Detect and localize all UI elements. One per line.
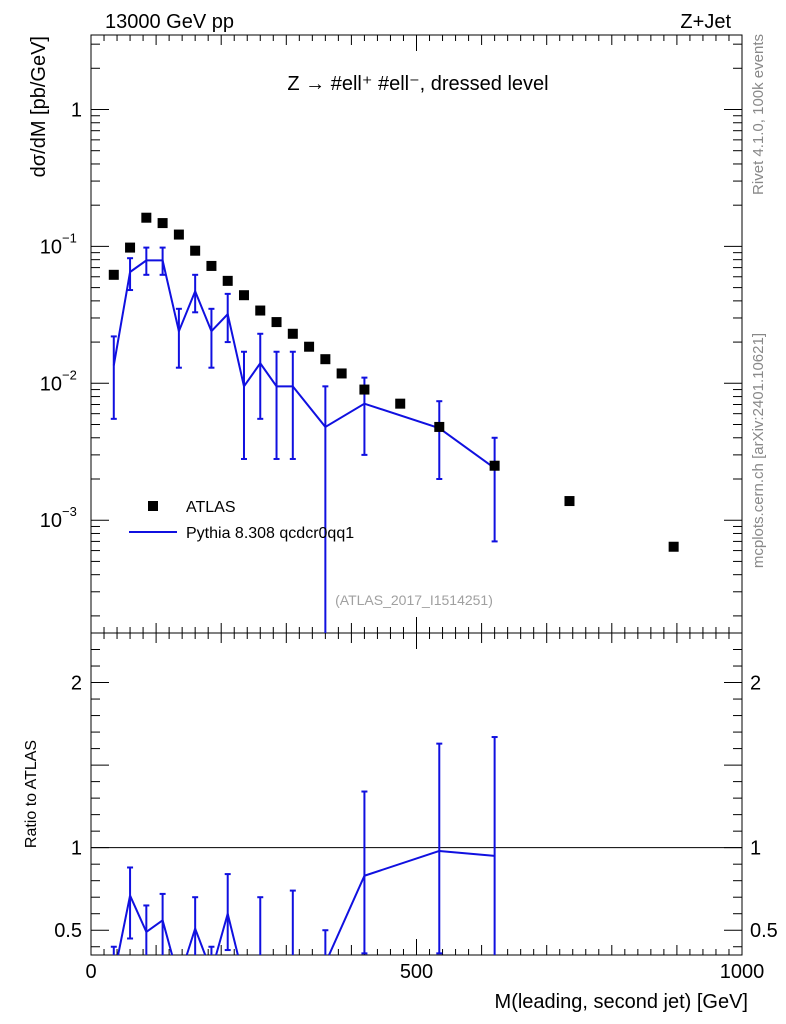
atlas-data-point (271, 317, 282, 328)
legend-label-pythia: Pythia 8.308 qcdcr0qq1 (186, 525, 354, 542)
main-plot-frame (90, 34, 743, 634)
y-axis-label: dσ/dM [pb/GeV] (28, 36, 50, 177)
ratio-series-segment (194, 928, 207, 956)
atlas-data-point (564, 496, 575, 507)
ratio-tick-label-left: 0.5 (54, 920, 82, 942)
y-tick-exponent: −1 (62, 230, 77, 245)
ratio-axis-label: Ratio to ATLAS (23, 740, 40, 848)
atlas-data-point (206, 260, 217, 271)
ratio-series-segment (161, 920, 174, 956)
atlas-data-point (320, 354, 331, 365)
atlas-data-point (287, 328, 298, 339)
atlas-data-point (238, 290, 249, 301)
atlas-data-point (395, 398, 406, 409)
ratio-series-segment (328, 875, 366, 956)
y-tick-exponent: −2 (62, 367, 77, 382)
ratio-series-segment (439, 849, 495, 857)
atlas-data-point (434, 421, 445, 432)
ratio-series-segment (117, 895, 132, 956)
ratio-series-segment (226, 913, 239, 956)
atlas-data-point (489, 460, 500, 471)
y-tick-label: 10 (40, 236, 62, 258)
header-left: 13000 GeV pp (105, 11, 234, 33)
y-tick-exponent: −3 (62, 504, 77, 519)
x-tick-label: 0 (85, 961, 96, 983)
ratio-tick-label-right: 1 (750, 838, 761, 860)
ratio-tick-label-right: 0.5 (750, 920, 778, 942)
atlas-data-point (173, 229, 184, 240)
y-tick-label: 10 (40, 510, 62, 532)
ratio-plot-frame (90, 632, 743, 956)
atlas-data-point (255, 305, 266, 316)
atlas-data-point (668, 541, 679, 552)
atlas-data-point (336, 368, 347, 379)
ratio-series-segment (145, 919, 164, 933)
x-tick-label: 1000 (720, 961, 765, 983)
atlas-data-point (304, 341, 315, 352)
analysis-watermark: (ATLAS_2017_I1514251) (335, 592, 493, 608)
x-axis-label: M(leading, second jet) [GeV] (495, 991, 748, 1013)
ratio-series-segment (129, 895, 148, 933)
atlas-data-point (125, 242, 136, 253)
ratio-series-segment (185, 928, 197, 956)
atlas-data-point (359, 384, 370, 395)
rivet-label: Rivet 4.1.0, 100k events (750, 34, 767, 195)
header-right: Z+Jet (680, 11, 731, 33)
mcplots-label: mcplots.cern.ch [arXiv:2401.10621] (750, 333, 767, 568)
x-tick-label: 500 (400, 961, 433, 983)
atlas-data-point (141, 212, 152, 223)
atlas-data-point (108, 269, 119, 280)
ratio-series-segment (364, 850, 440, 877)
legend: ATLAS Pythia 8.308 qcdcr0qq1 (129, 499, 354, 542)
plot-title: Z → #ell⁺ #ell⁻, dressed level (287, 73, 548, 95)
atlas-data-point (190, 245, 201, 256)
ratio-tick-label-left: 2 (71, 673, 82, 695)
ratio-plot (91, 736, 742, 956)
ratio-tick-label-left: 1 (71, 838, 82, 860)
main-plot (108, 212, 679, 633)
atlas-data-point (157, 218, 168, 229)
y-tick-label: 10 (40, 373, 62, 395)
ratio-series-segment (215, 913, 229, 956)
ratio-tick-label-right: 2 (750, 673, 761, 695)
legend-label-atlas: ATLAS (186, 499, 236, 516)
atlas-data-point (222, 275, 233, 286)
mc-series-line (112, 259, 496, 469)
legend-marker-atlas (148, 501, 158, 511)
y-tick-label: 1 (71, 99, 82, 121)
